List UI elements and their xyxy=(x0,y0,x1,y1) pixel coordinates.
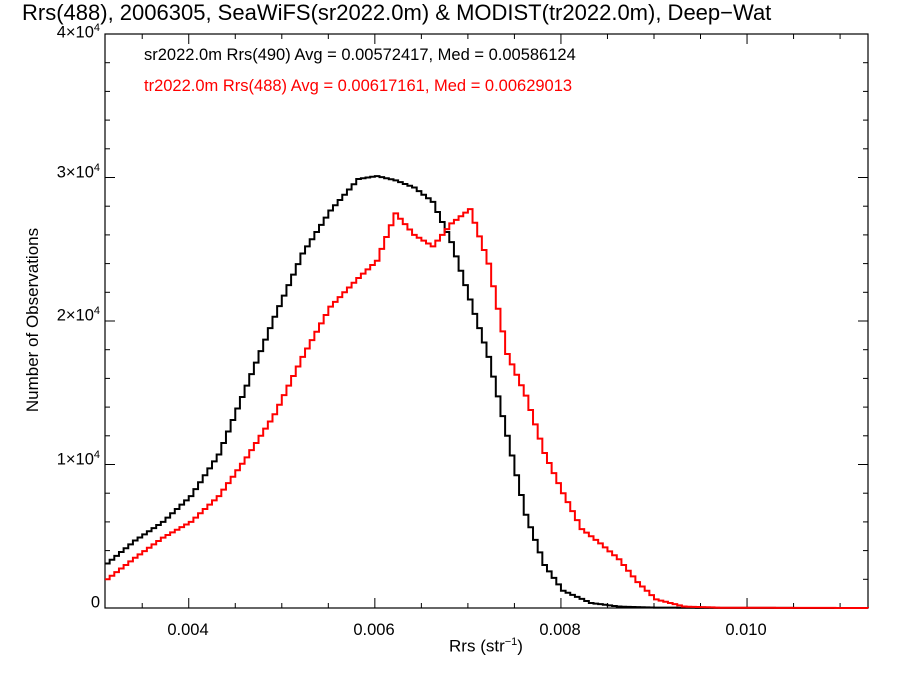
y-tick-label-1-base: 1×10 xyxy=(56,450,94,469)
y-tick-label-4: 4×104 xyxy=(30,22,100,43)
x-tick-label-3: 0.010 xyxy=(725,621,767,639)
x-axis-label-text: Rrs (str xyxy=(449,636,505,656)
y-tick-label-1-exp: 4 xyxy=(93,449,100,461)
y-tick-label-2: 2×104 xyxy=(30,305,100,326)
series-annotation-seawifs: sr2022.0m Rrs(490) Avg = 0.00572417, Med… xyxy=(144,46,576,64)
x-tick-label-1: 0.006 xyxy=(353,621,395,639)
series-line-1 xyxy=(105,208,869,609)
x-axis-label: Rrs (str−1) xyxy=(449,636,523,657)
y-tick-label-3-base: 3×10 xyxy=(56,163,94,182)
y-tick-label-2-exp: 4 xyxy=(93,305,100,317)
y-tick-label-0: 0 xyxy=(30,592,100,613)
y-tick-label-4-exp: 4 xyxy=(93,22,100,34)
x-axis-label-exponent: −1 xyxy=(504,636,518,648)
chart-title: Rrs(488), 2006305, SeaWiFS(sr2022.0m) & … xyxy=(22,0,772,25)
axis-ticks xyxy=(105,33,868,609)
y-tick-label-3-exp: 4 xyxy=(93,162,100,174)
x-tick-label-0: 0.004 xyxy=(167,621,209,639)
plot-frame xyxy=(104,33,869,609)
y-tick-label-3: 3×104 xyxy=(30,162,100,183)
x-tick-label-2: 0.008 xyxy=(539,621,581,639)
x-axis-label-close: ) xyxy=(517,636,523,656)
series-layer xyxy=(105,175,869,609)
y-tick-label-0-base: 0 xyxy=(90,593,100,612)
series-annotation-modis: tr2022.0m Rrs(488) Avg = 0.00617161, Med… xyxy=(144,77,573,95)
y-tick-label-1: 1×104 xyxy=(30,449,100,470)
series-line-0 xyxy=(105,175,868,609)
y-tick-label-4-base: 4×10 xyxy=(56,23,94,42)
y-tick-label-2-base: 2×10 xyxy=(56,306,94,325)
